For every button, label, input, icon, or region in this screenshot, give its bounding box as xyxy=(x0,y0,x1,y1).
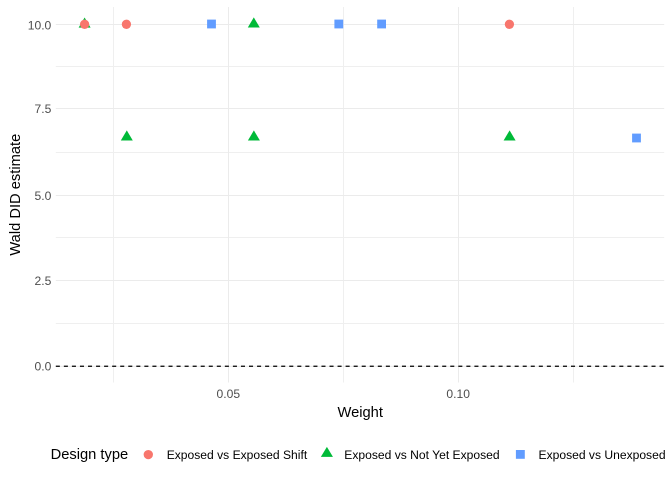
svg-text:0.0: 0.0 xyxy=(34,359,51,373)
svg-text:0.05: 0.05 xyxy=(217,387,241,401)
svg-text:5.0: 5.0 xyxy=(34,189,51,203)
svg-text:7.5: 7.5 xyxy=(34,102,51,116)
svg-text:Design type: Design type xyxy=(51,447,129,463)
svg-text:Exposed vs Unexposed: Exposed vs Unexposed xyxy=(539,448,666,462)
svg-text:0.10: 0.10 xyxy=(446,387,470,401)
svg-text:Exposed vs Not Yet Exposed: Exposed vs Not Yet Exposed xyxy=(344,448,499,462)
svg-text:Weight: Weight xyxy=(337,405,382,421)
svg-text:Exposed vs Exposed Shift: Exposed vs Exposed Shift xyxy=(167,448,308,462)
svg-text:Wald DID estimate: Wald DID estimate xyxy=(8,134,24,256)
svg-text:2.5: 2.5 xyxy=(34,274,51,288)
svg-text:10.0: 10.0 xyxy=(28,19,52,33)
